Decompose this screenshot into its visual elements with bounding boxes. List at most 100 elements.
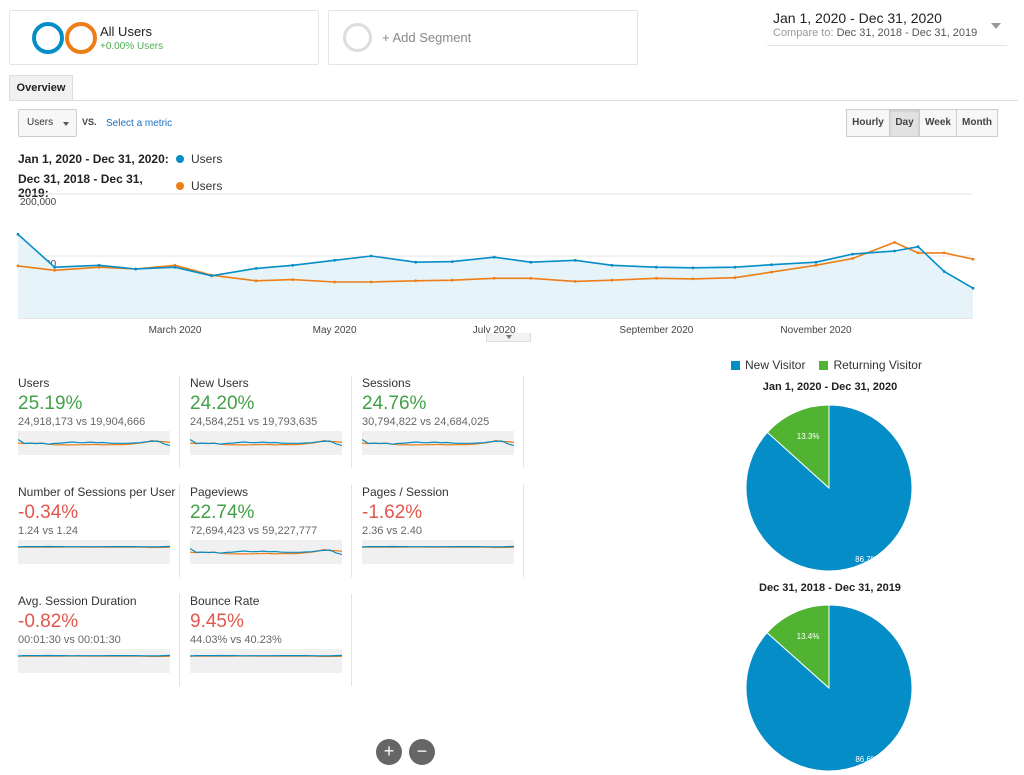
data-point bbox=[691, 266, 695, 270]
visitor-pie-chart-current: 86.7% 13.3% bbox=[745, 404, 913, 572]
sparkline-line bbox=[190, 438, 342, 447]
data-point bbox=[529, 276, 533, 280]
data-point bbox=[16, 264, 20, 268]
segment-rings-icon bbox=[32, 21, 97, 54]
legend-dot bbox=[176, 182, 184, 190]
pie-slice-returning-visitor bbox=[766, 604, 830, 690]
data-point bbox=[450, 260, 454, 263]
data-point bbox=[971, 257, 975, 261]
metric-card[interactable]: Sessions 24.76% 30,794,822 vs 24,684,025 bbox=[362, 376, 524, 468]
data-point bbox=[971, 286, 975, 290]
granularity-toggle: Hourly Day Week Month bbox=[846, 109, 998, 137]
pie-legend: New Visitor Returning Visitor bbox=[731, 358, 922, 372]
metric-comparison: 00:01:30 vs 00:01:30 bbox=[18, 634, 121, 646]
metric-comparison: 24,584,251 vs 19,793,635 bbox=[190, 416, 318, 428]
metric-card[interactable]: Pages / Session -1.62% 2.36 vs 2.40 bbox=[362, 485, 524, 577]
metric-sparkline bbox=[190, 431, 342, 455]
sparkline-line bbox=[18, 438, 170, 447]
segment-all-users[interactable]: All Users +0.00% Users bbox=[9, 10, 319, 65]
chart-collapse-handle[interactable] bbox=[486, 333, 531, 342]
pie-slice-new-visitor bbox=[745, 604, 913, 772]
sparkline-line bbox=[362, 438, 514, 447]
date-range-compare: Compare to: Dec 31, 2018 - Dec 31, 2019 bbox=[773, 27, 1007, 39]
data-point bbox=[573, 258, 577, 262]
metric-card[interactable]: Users 25.19% 24,918,173 vs 19,904,666 bbox=[18, 376, 180, 468]
metric-card[interactable]: New Users 24.20% 24,584,251 vs 19,793,635 bbox=[190, 376, 352, 468]
metric-sparkline bbox=[362, 540, 514, 564]
metric-change-percent: 24.76% bbox=[362, 393, 427, 414]
data-point bbox=[173, 265, 177, 269]
legend-swatch bbox=[819, 360, 829, 370]
metric-change-percent: 9.45% bbox=[190, 611, 244, 632]
metric-change-percent: -0.82% bbox=[18, 611, 79, 632]
data-point bbox=[916, 245, 920, 249]
data-point bbox=[333, 258, 336, 262]
day-button[interactable]: Day bbox=[889, 109, 920, 137]
metric-label: Pageviews bbox=[190, 485, 249, 499]
sparkline-line bbox=[190, 547, 342, 556]
data-point bbox=[851, 257, 854, 260]
tab-divider bbox=[9, 100, 1018, 101]
date-range-picker[interactable]: Jan 1, 2020 - Dec 31, 2020 Compare to: D… bbox=[767, 10, 1007, 46]
pie-data-label: 13.4% bbox=[797, 632, 820, 641]
segment-name: All Users bbox=[100, 23, 153, 39]
metric-sparkline bbox=[190, 540, 342, 564]
data-point bbox=[450, 278, 454, 282]
minus-icon: − bbox=[416, 741, 428, 761]
pie-title-previous: Dec 31, 2018 - Dec 31, 2019 bbox=[759, 582, 901, 594]
metric-sparkline bbox=[18, 540, 170, 564]
data-point bbox=[770, 270, 773, 274]
data-point bbox=[210, 274, 214, 278]
data-point bbox=[254, 279, 258, 283]
data-point bbox=[655, 276, 658, 280]
zoom-out-button[interactable]: − bbox=[409, 739, 435, 765]
sparkline-line bbox=[190, 654, 342, 657]
series-line-current bbox=[17, 233, 974, 289]
metric-card[interactable]: Avg. Session Duration -0.82% 00:01:30 vs 0… bbox=[18, 594, 180, 686]
chevron-down-icon bbox=[991, 23, 1001, 29]
data-point bbox=[610, 263, 614, 267]
metric-card[interactable]: Bounce Rate 9.45% 44.03% vs 40.23% bbox=[190, 594, 352, 686]
metric-select[interactable]: Users bbox=[18, 109, 77, 137]
metric-change-percent: 25.19% bbox=[18, 393, 83, 414]
chevron-down-icon bbox=[63, 122, 69, 126]
hourly-button[interactable]: Hourly bbox=[846, 109, 890, 137]
data-point bbox=[733, 276, 737, 280]
metric-comparison: 44.03% vs 40.23% bbox=[190, 634, 282, 646]
metric-card[interactable]: Number of Sessions per User -0.34% 1.24 vs… bbox=[18, 485, 180, 577]
month-button[interactable]: Month bbox=[956, 109, 998, 137]
pie-data-label: 86.6% bbox=[855, 755, 878, 764]
legend-range: Dec 31, 2018 - Dec 31, 2019: bbox=[18, 172, 143, 200]
data-point bbox=[691, 277, 695, 281]
segment-ring-compare bbox=[65, 21, 97, 54]
metric-comparison: 2.36 vs 2.40 bbox=[362, 525, 422, 537]
metric-change-percent: -0.34% bbox=[18, 502, 79, 523]
metric-change-percent: 24.20% bbox=[190, 393, 255, 414]
add-segment-button[interactable]: + Add Segment bbox=[328, 10, 638, 65]
metric-comparison: 1.24 vs 1.24 bbox=[18, 525, 78, 537]
data-point bbox=[369, 254, 373, 258]
metric-sparkline bbox=[362, 431, 514, 455]
metric-change-percent: -1.62% bbox=[362, 502, 423, 523]
metric-select-value: Users bbox=[27, 117, 54, 128]
x-tick-label: March 2020 bbox=[149, 325, 202, 336]
pie-title-current: Jan 1, 2020 - Dec 31, 2020 bbox=[762, 381, 898, 393]
metric-label: Sessions bbox=[362, 376, 411, 390]
week-button[interactable]: Week bbox=[919, 109, 957, 137]
data-point bbox=[53, 268, 56, 272]
compare-value: Dec 31, 2018 - Dec 31, 2019 bbox=[836, 27, 978, 39]
compare-label: Compare to: bbox=[773, 27, 834, 39]
zoom-in-button[interactable]: + bbox=[376, 739, 402, 765]
data-point bbox=[893, 249, 896, 253]
data-point bbox=[942, 270, 946, 273]
legend-new-visitor: New Visitor bbox=[745, 358, 806, 372]
select-metric-link[interactable]: Select a metric bbox=[106, 118, 173, 129]
x-tick-label: May 2020 bbox=[313, 325, 357, 336]
tab-overview[interactable]: Overview bbox=[9, 75, 73, 101]
metric-sparkline bbox=[18, 649, 170, 673]
metric-comparison: 30,794,822 vs 24,684,025 bbox=[362, 416, 490, 428]
pie-data-label: 86.7% bbox=[855, 555, 878, 564]
legend-swatch bbox=[731, 360, 740, 370]
metric-card[interactable]: Pageviews 22.74% 72,694,423 vs 59,227,777 bbox=[190, 485, 352, 577]
